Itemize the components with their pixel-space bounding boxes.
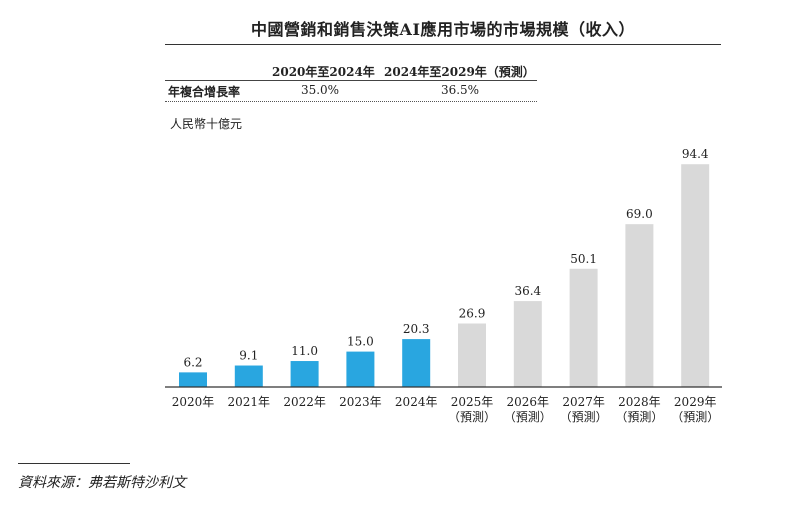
x-tick-label: 2026年 <box>507 395 550 409</box>
x-tick-sublabel: （預測） <box>560 410 608 424</box>
x-tick-label: 2023年 <box>339 395 382 409</box>
data-label: 94.4 <box>682 147 709 161</box>
cagr-period-1-value: 35.0% <box>300 83 340 97</box>
cagr-period-2-header: 2024年至2029年（預測） <box>384 65 535 79</box>
cagr-period-2-value: 36.5% <box>440 83 480 97</box>
chart-title: 中國營銷和銷售決策AI應用市場的市場規模（收入） <box>251 20 635 39</box>
bar-2024年 <box>402 339 431 387</box>
x-tick-sublabel: （預測） <box>615 410 663 424</box>
bar-2023年 <box>346 351 375 387</box>
x-tick-sublabel: （預測） <box>671 410 719 424</box>
cagr-row-label: 年複合增長率 <box>168 85 241 99</box>
data-label: 20.3 <box>403 322 430 336</box>
bar-2025年 <box>458 323 486 387</box>
cagr-period-1-header: 2020年至2024年 <box>272 65 375 79</box>
x-tick-sublabel: （預測） <box>448 410 496 424</box>
title-underline <box>165 44 721 45</box>
bar-2029年 <box>681 164 710 387</box>
x-tick-label: 2020年 <box>172 395 215 409</box>
data-label: 15.0 <box>347 335 374 349</box>
unit-label: 人民幣十億元 <box>170 117 243 131</box>
x-tick-label: 2021年 <box>228 395 271 409</box>
data-label: 11.0 <box>291 344 318 358</box>
cagr-table-rule <box>165 80 537 81</box>
bar-2021年 <box>234 365 263 387</box>
data-label: 50.1 <box>570 252 597 266</box>
bar-2022年 <box>290 361 319 387</box>
bar-2020年 <box>179 372 207 387</box>
bar-2026年 <box>513 301 542 387</box>
x-tick-label: 2027年 <box>562 395 605 409</box>
cagr-table-dotted-rule <box>165 101 537 102</box>
x-tick-label: 2028年 <box>618 395 661 409</box>
x-tick-sublabel: （預測） <box>504 410 552 424</box>
data-label: 9.1 <box>239 349 258 363</box>
data-label: 26.9 <box>459 307 486 321</box>
x-tick-label: 2022年 <box>283 395 326 409</box>
x-tick-label: 2029年 <box>674 395 717 409</box>
source-note: 資料來源：弗若斯特沙利文 <box>18 475 186 491</box>
data-label: 36.4 <box>514 284 541 298</box>
x-tick-label: 2024年 <box>395 395 438 409</box>
data-label: 69.0 <box>626 207 653 221</box>
bar-2027年 <box>569 268 598 387</box>
bar-2028年 <box>625 224 654 387</box>
x-tick-label: 2025年 <box>451 395 494 409</box>
data-label: 6.2 <box>183 355 202 369</box>
source-rule <box>18 463 130 464</box>
